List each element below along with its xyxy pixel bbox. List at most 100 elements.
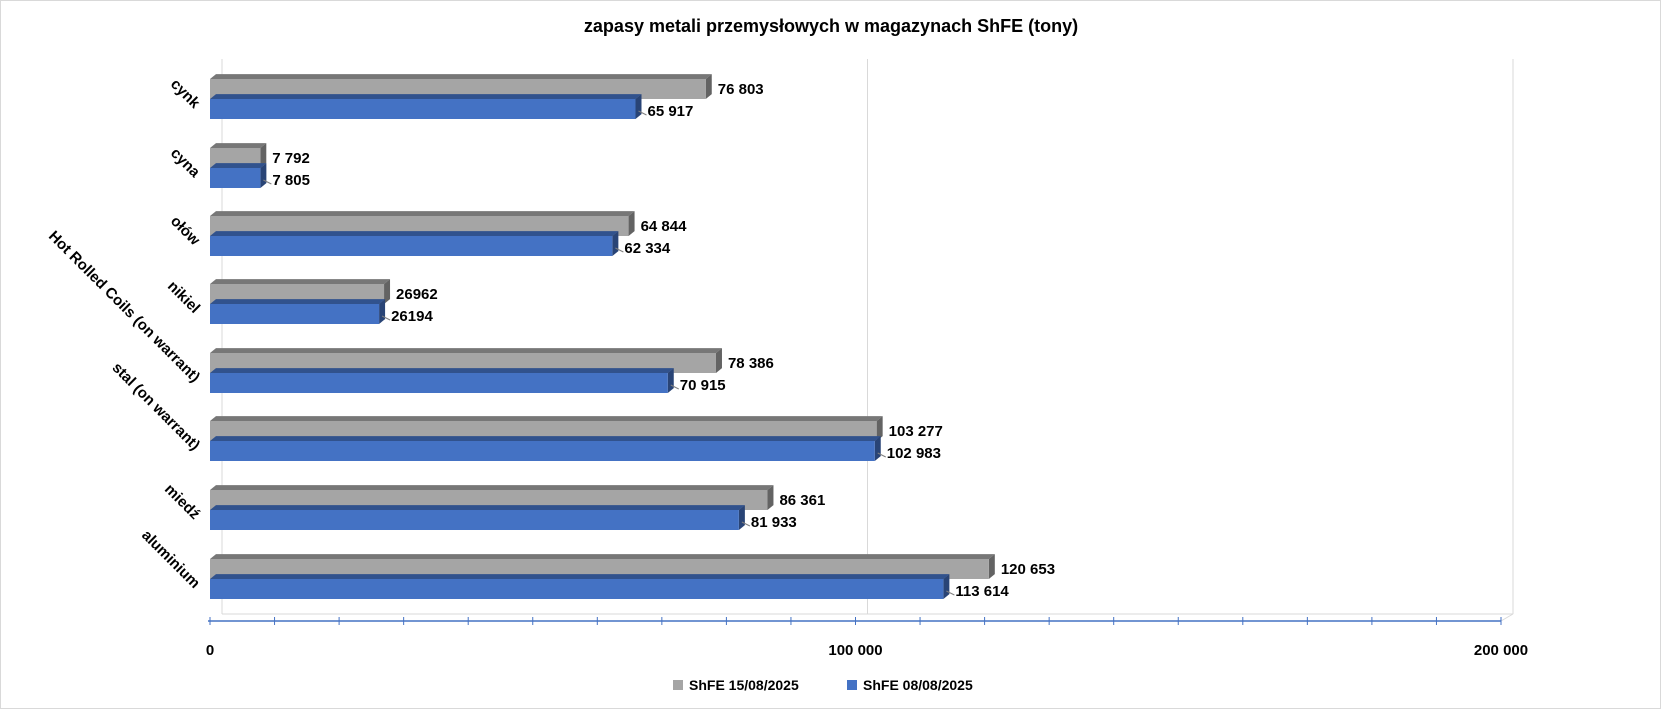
bar-grey-6-side [767, 485, 774, 510]
bar-grey-3 [210, 279, 391, 304]
bar-blue-2-front [210, 236, 613, 256]
bar-blue-3 [210, 299, 386, 324]
leader-line [638, 110, 647, 116]
bar-blue-7 [210, 574, 950, 599]
bar-grey-4-front [210, 353, 716, 373]
bar-blue-5-side [874, 436, 881, 461]
bar-blue-2 [210, 231, 619, 256]
bar-grey-3-front [210, 284, 385, 304]
chart-title: zapasy metali przemysłowych w magazynach… [584, 16, 1078, 36]
data-label-blue-6: 81 933 [751, 514, 797, 531]
bar-grey-7-front [210, 559, 989, 579]
legend-item-grey-swatch [673, 680, 683, 690]
data-label-blue-1: 7 805 [272, 172, 310, 189]
bar-grey-1-top [210, 143, 267, 148]
bar-blue-2-top [210, 231, 619, 236]
category-label-0: cynk [167, 76, 204, 113]
legend-item-blue: ShFE 08/08/2025 [847, 677, 973, 693]
bar-grey-0-top [210, 74, 712, 79]
leader-line [381, 315, 391, 321]
bar-grey-2 [210, 211, 635, 236]
data-label-grey-2: 64 844 [641, 218, 688, 235]
bar-blue-6 [210, 505, 745, 530]
bar-grey-2-front [210, 216, 629, 236]
leader-line [946, 590, 955, 596]
data-label-grey-0: 76 803 [718, 81, 764, 98]
data-label-grey-4: 78 386 [728, 355, 774, 372]
data-label-grey-5: 103 277 [889, 423, 943, 440]
category-label-1: cyna [167, 145, 204, 182]
bar-grey-1-side [260, 143, 267, 168]
bar-blue-6-front [210, 510, 739, 530]
data-label-blue-7: 113 614 [955, 583, 1009, 600]
legend-item-blue-label: ShFE 08/08/2025 [863, 677, 973, 693]
bar-grey-0-front [210, 79, 706, 99]
bar-blue-0-side [635, 94, 642, 119]
bar-grey-4 [210, 348, 722, 373]
bar-grey-1-front [210, 148, 261, 168]
data-label-grey-7: 120 653 [1001, 561, 1055, 578]
bar-grey-3-top [210, 279, 391, 284]
data-label-grey-6: 86 361 [779, 492, 825, 509]
data-label-blue-3: 26194 [391, 308, 433, 325]
bar-grey-6-front [210, 490, 768, 510]
category-label-6: miedź [161, 481, 203, 523]
x-axis: 0 100 000 200 000 [206, 617, 1528, 659]
bar-blue-0-top [210, 94, 642, 99]
bar-blue-0 [210, 94, 642, 119]
bar-grey-7-side [988, 554, 995, 579]
bar-blue-3-side [379, 299, 386, 324]
bar-grey-5 [210, 416, 883, 441]
leader-line [741, 521, 751, 527]
x-tick-label: 200 000 [1474, 642, 1528, 659]
leader-line [263, 179, 272, 185]
bar-blue-4-top [210, 368, 674, 373]
bars [210, 74, 995, 599]
bar-blue-7-side [943, 574, 950, 599]
bar-blue-1-side [260, 163, 267, 188]
category-label-7: aluminium [138, 527, 203, 592]
x-tick-label: 0 [206, 642, 214, 659]
bar-grey-4-top [210, 348, 722, 353]
bar-grey-1 [210, 143, 267, 168]
bar-blue-6-side [738, 505, 745, 530]
bar-blue-4 [210, 368, 674, 393]
bar-blue-3-top [210, 299, 386, 304]
bar-grey-0-side [705, 74, 712, 99]
bar-grey-5-side [876, 416, 883, 441]
bar-blue-1-top [210, 163, 267, 168]
bar-grey-2-side [628, 211, 635, 236]
data-label-blue-5: 102 983 [887, 445, 941, 462]
gridlines [221, 59, 1514, 622]
data-label-blue-0: 65 917 [647, 103, 693, 120]
leader-line [877, 452, 886, 458]
bar-blue-1 [210, 163, 267, 188]
category-label-2: ołów [167, 213, 203, 249]
bar-blue-5-front [210, 441, 875, 461]
data-label-blue-2: 62 334 [624, 240, 671, 257]
bar-blue-5-top [210, 436, 881, 441]
bar-blue-0-front [210, 99, 636, 119]
data-labels: 76 803 65 917 7 792 7 805 64 844 62 334 26962 2… [263, 81, 1055, 600]
bar-blue-6-top [210, 505, 745, 510]
bar-grey-3-side [384, 279, 391, 304]
bar-blue-4-front [210, 373, 668, 393]
bar-grey-5-front [210, 421, 877, 441]
floor-side-edge [1500, 613, 1514, 622]
data-label-grey-1: 7 792 [272, 150, 310, 167]
legend-item-grey-label: ShFE 15/08/2025 [689, 677, 799, 693]
bar-grey-2-top [210, 211, 635, 216]
leader-line [615, 247, 624, 253]
bar-blue-5 [210, 436, 881, 461]
bar-grey-6-top [210, 485, 774, 490]
x-tick-label: 100 000 [828, 642, 882, 659]
bar-grey-6 [210, 485, 774, 510]
bar-blue-2-side [612, 231, 619, 256]
bar-blue-3-front [210, 304, 380, 324]
leader-line [670, 384, 679, 390]
legend: ShFE 15/08/2025 ShFE 08/08/2025 [673, 677, 973, 693]
bar-grey-0 [210, 74, 712, 99]
bar-blue-7-top [210, 574, 950, 579]
